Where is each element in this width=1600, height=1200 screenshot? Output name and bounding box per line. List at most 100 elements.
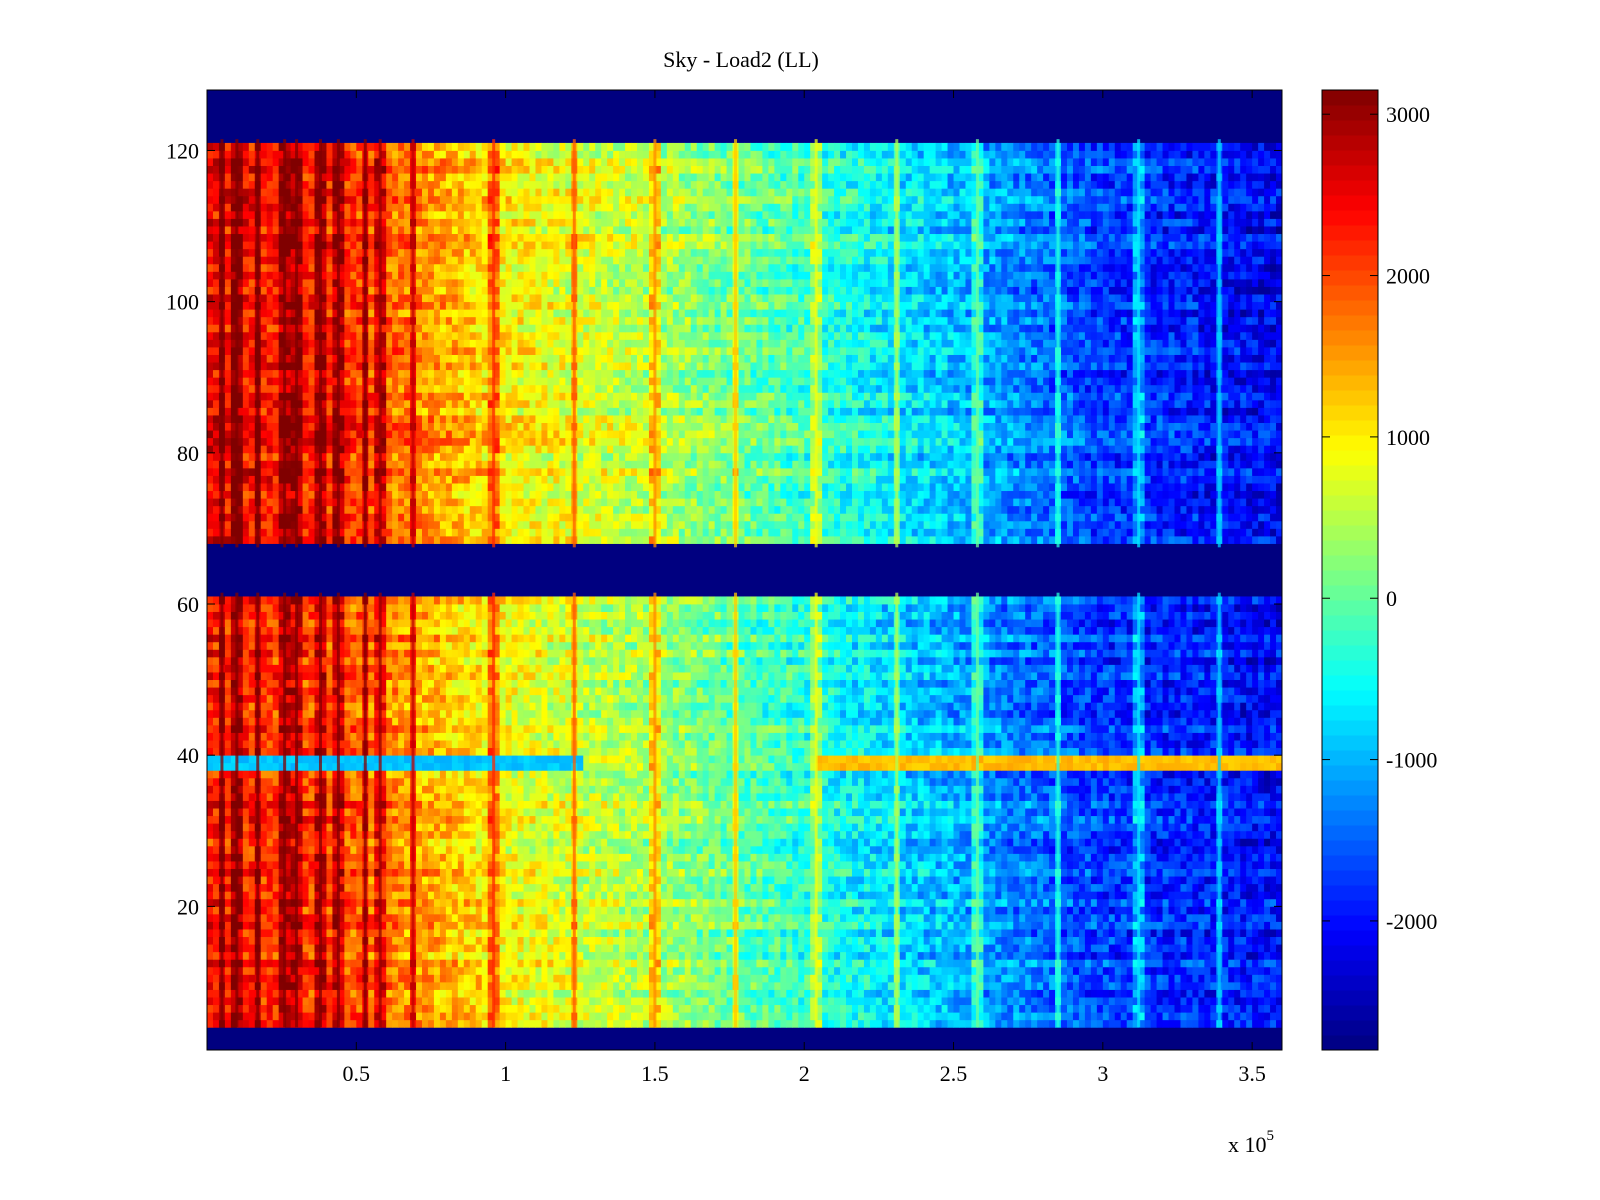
heatmap-cell xyxy=(1174,883,1181,892)
heatmap-cell xyxy=(1084,883,1092,892)
heatmap-cell xyxy=(517,830,524,839)
heatmap-cell xyxy=(1114,891,1122,900)
heatmap-cell xyxy=(583,1004,590,1013)
heatmap-cell xyxy=(786,891,793,900)
heatmap-cell xyxy=(625,913,632,922)
heatmap-cell xyxy=(392,1004,399,1013)
heatmap-cell xyxy=(768,868,775,877)
heatmap-cell xyxy=(786,981,793,990)
heatmap-cell xyxy=(869,944,877,953)
heatmap-cell xyxy=(756,830,763,839)
heatmap-cell xyxy=(529,1019,536,1028)
heatmap-cell xyxy=(469,959,477,968)
heatmap-cell xyxy=(965,861,972,869)
heatmap-cell xyxy=(899,845,907,854)
heatmap-cell xyxy=(822,959,829,968)
heatmap-cell xyxy=(678,876,686,885)
heatmap-cell xyxy=(356,1004,363,1013)
heatmap-cell xyxy=(290,997,297,1006)
heatmap-cell xyxy=(863,1012,871,1021)
heatmap-cell xyxy=(207,891,214,900)
heatmap-cell xyxy=(654,974,662,983)
heatmap-cell xyxy=(810,944,817,953)
heatmap-cell xyxy=(744,966,751,975)
heatmap-cell xyxy=(344,959,351,968)
heatmap-cell xyxy=(230,906,238,915)
heatmap-cell xyxy=(1228,883,1235,892)
heatmap-cell xyxy=(451,906,459,915)
heatmap-cell xyxy=(565,853,572,862)
heatmap-cell xyxy=(272,921,280,930)
heatmap-cell xyxy=(613,959,620,968)
heatmap-cell xyxy=(1240,853,1247,862)
heatmap-cell xyxy=(666,913,674,922)
heatmap-cell xyxy=(780,898,787,907)
heatmap-cell xyxy=(911,989,919,998)
heatmap-cell xyxy=(422,830,429,839)
heatmap-cell xyxy=(1031,974,1038,983)
heatmap-cell xyxy=(714,936,722,945)
heatmap-cell xyxy=(798,853,805,862)
heatmap-cell xyxy=(380,989,387,998)
heatmap-cell xyxy=(356,981,363,990)
heatmap-cell xyxy=(386,830,393,839)
heatmap-cell xyxy=(248,989,256,998)
heatmap-cell xyxy=(1114,944,1122,953)
heatmap-cell xyxy=(625,921,632,930)
heatmap-cell xyxy=(947,1019,954,1028)
heatmap-cell xyxy=(678,845,686,854)
heatmap-cell xyxy=(278,966,286,975)
heatmap-cell xyxy=(469,830,477,839)
heatmap-cell xyxy=(780,1004,787,1013)
heatmap-cell xyxy=(422,913,429,922)
heatmap-cell xyxy=(1222,1019,1229,1028)
heatmap-cell xyxy=(857,1019,865,1028)
heatmap-cell xyxy=(1037,997,1044,1006)
heatmap-cell xyxy=(1276,891,1283,900)
heatmap-cell xyxy=(1222,936,1229,945)
heatmap-cell xyxy=(1144,861,1152,869)
heatmap-cell xyxy=(1120,898,1128,907)
heatmap-cell xyxy=(631,974,638,983)
heatmap-cell xyxy=(236,981,244,990)
heatmap-cell xyxy=(631,853,638,862)
heatmap-cell xyxy=(798,951,805,960)
heatmap-cell xyxy=(1025,898,1032,907)
heatmap-cell xyxy=(344,1004,351,1013)
heatmap-cell xyxy=(1252,921,1259,930)
heatmap-cell xyxy=(242,929,250,938)
heatmap-cell xyxy=(637,838,644,847)
heatmap-cell xyxy=(1067,838,1074,847)
heatmap-cell xyxy=(535,876,542,885)
heatmap-cell xyxy=(804,838,811,847)
heatmap-cell xyxy=(248,830,256,839)
heatmap-cell xyxy=(266,913,274,922)
heatmap-cell xyxy=(565,981,572,990)
heatmap-cell xyxy=(1114,951,1122,960)
heatmap-cell xyxy=(380,1019,387,1028)
heatmap-cell xyxy=(1072,906,1080,915)
heatmap-cell xyxy=(1174,823,1181,832)
heatmap-cell xyxy=(923,913,931,922)
heatmap-cell xyxy=(236,974,244,983)
heatmap-cell xyxy=(798,913,805,922)
heatmap-cell xyxy=(834,906,841,915)
heatmap-cell xyxy=(1043,906,1050,915)
heatmap-cell xyxy=(708,853,716,862)
heatmap-cell xyxy=(1001,868,1008,877)
heatmap-cell xyxy=(977,815,984,824)
heatmap-cell xyxy=(887,898,895,907)
heatmap-cell xyxy=(947,906,954,915)
heatmap-cell xyxy=(224,830,232,839)
heatmap-cell xyxy=(744,906,751,915)
heatmap-cell xyxy=(463,876,471,885)
heatmap-cell xyxy=(350,944,357,953)
heatmap-cell xyxy=(690,830,698,839)
heatmap-cell xyxy=(810,921,817,930)
heatmap-cell xyxy=(834,951,841,960)
heatmap-cell xyxy=(840,853,847,862)
heatmap-cell xyxy=(344,845,351,854)
heatmap-cell xyxy=(792,1004,799,1013)
heatmap-cell xyxy=(983,959,990,968)
heatmap-cell xyxy=(696,883,704,892)
